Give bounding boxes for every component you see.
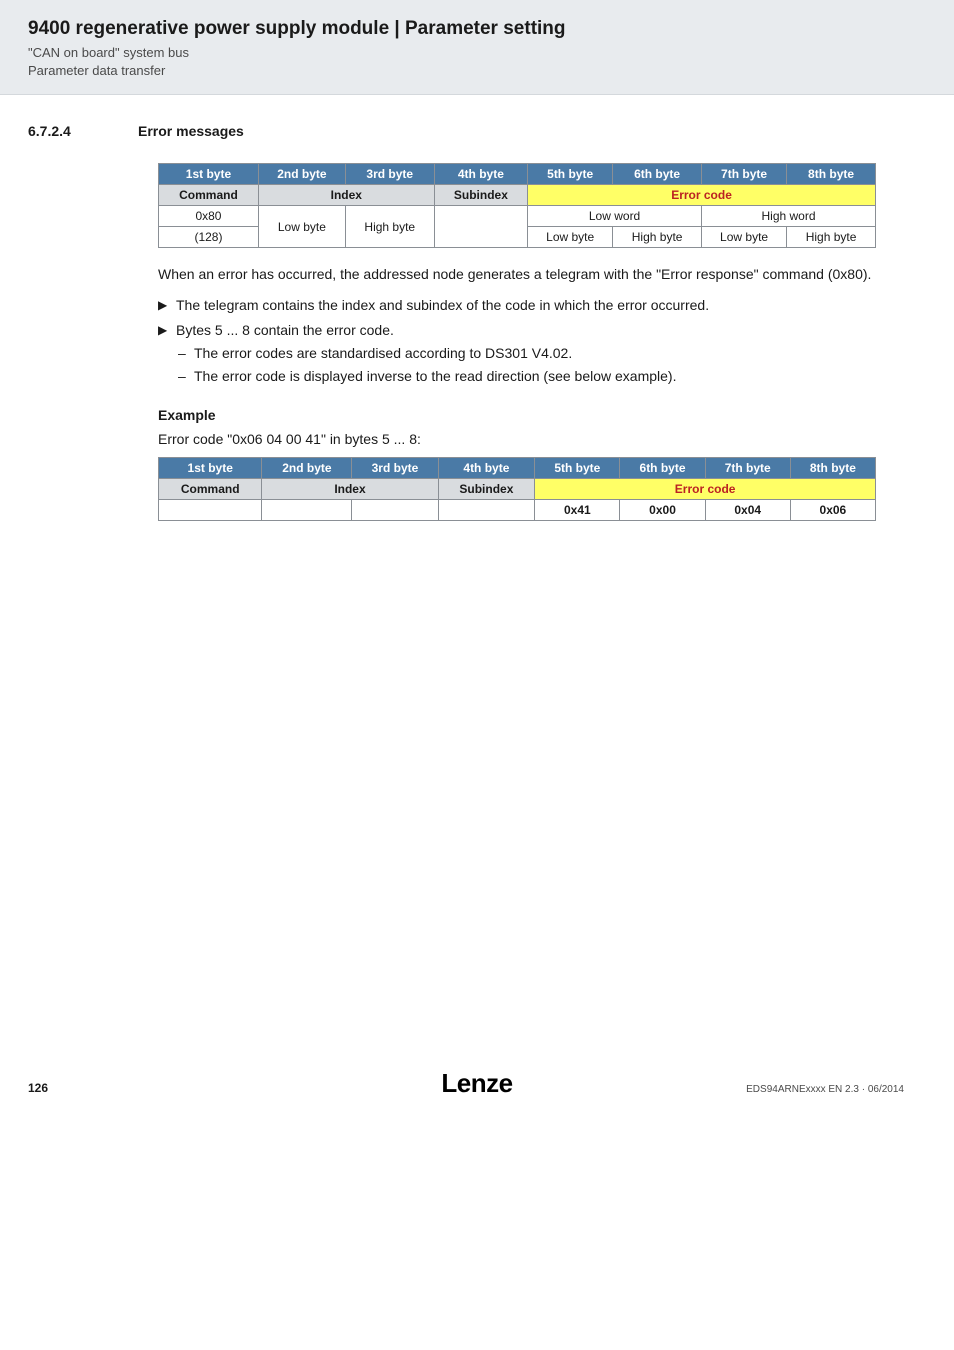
page-footer: 126 Lenze EDS94ARNExxxx EN 2.3 · 06/2014 bbox=[0, 1081, 954, 1117]
example-heading: Example bbox=[158, 407, 876, 423]
err-low-low: Low byte bbox=[528, 227, 613, 248]
label-command: Command bbox=[159, 185, 259, 206]
logo-text: Lenze bbox=[441, 1068, 512, 1098]
label-command: Command bbox=[159, 478, 262, 499]
col-head: 1st byte bbox=[159, 164, 259, 185]
low-word: Low word bbox=[528, 206, 702, 227]
col-head: 8th byte bbox=[790, 457, 875, 478]
col-head: 5th byte bbox=[535, 457, 620, 478]
subindex-blank bbox=[434, 206, 527, 248]
label-subindex: Subindex bbox=[438, 478, 535, 499]
page-header: 9400 regenerative power supply module | … bbox=[0, 0, 954, 95]
col-head: 2nd byte bbox=[262, 457, 352, 478]
index-low: Low byte bbox=[258, 206, 345, 248]
sub-bullet-item: The error code is displayed inverse to t… bbox=[176, 366, 876, 387]
col-head: 4th byte bbox=[438, 457, 535, 478]
index-high: High byte bbox=[345, 206, 434, 248]
val-subindex bbox=[438, 499, 535, 520]
table-label-row: Command Index Subindex Error code bbox=[159, 478, 876, 499]
table-label-row: Command Index Subindex Error code bbox=[159, 185, 876, 206]
val-cmd bbox=[159, 499, 262, 520]
doc-subtitle-2: Parameter data transfer bbox=[28, 62, 926, 80]
body-region: 1st byte 2nd byte 3rd byte 4th byte 5th … bbox=[158, 163, 876, 521]
bullet-text: Bytes 5 ... 8 contain the error code. bbox=[176, 322, 394, 338]
error-telegram-structure-table: 1st byte 2nd byte 3rd byte 4th byte 5th … bbox=[158, 163, 876, 248]
val-index-low bbox=[262, 499, 352, 520]
val-byte8: 0x06 bbox=[790, 499, 875, 520]
val-byte7: 0x04 bbox=[705, 499, 790, 520]
table-header-row: 1st byte 2nd byte 3rd byte 4th byte 5th … bbox=[159, 164, 876, 185]
section-title: Error messages bbox=[138, 123, 244, 139]
cmd-dec: (128) bbox=[159, 227, 259, 248]
section-heading-row: 6.7.2.4 Error messages bbox=[28, 123, 926, 139]
para-error-response: When an error has occurred, the addresse… bbox=[158, 264, 876, 284]
err-low-high: High byte bbox=[613, 227, 702, 248]
high-word: High word bbox=[702, 206, 876, 227]
col-head: 6th byte bbox=[613, 164, 702, 185]
brand-logo: Lenze bbox=[441, 1068, 512, 1099]
col-head: 8th byte bbox=[787, 164, 876, 185]
col-head: 6th byte bbox=[620, 457, 705, 478]
col-head: 3rd byte bbox=[345, 164, 434, 185]
label-error-code: Error code bbox=[528, 185, 876, 206]
section-number: 6.7.2.4 bbox=[28, 123, 98, 139]
example-line: Error code "0x06 04 00 41" in bytes 5 ..… bbox=[158, 429, 876, 449]
bullet-item: Bytes 5 ... 8 contain the error code. Th… bbox=[158, 320, 876, 387]
sub-bullet-list: The error codes are standardised accordi… bbox=[176, 343, 876, 387]
col-head: 4th byte bbox=[434, 164, 527, 185]
col-head: 2nd byte bbox=[258, 164, 345, 185]
err-high-low: Low byte bbox=[702, 227, 787, 248]
content-area: 6.7.2.4 Error messages 1st byte 2nd byte… bbox=[0, 95, 954, 561]
cmd-hex: 0x80 bbox=[159, 206, 259, 227]
val-byte5: 0x41 bbox=[535, 499, 620, 520]
col-head: 3rd byte bbox=[352, 457, 438, 478]
sub-bullet-item: The error codes are standardised accordi… bbox=[176, 343, 876, 364]
bullet-list: The telegram contains the index and subi… bbox=[158, 295, 876, 387]
table-row: 0x41 0x00 0x04 0x06 bbox=[159, 499, 876, 520]
doc-subtitle-1: "CAN on board" system bus bbox=[28, 44, 926, 62]
doc-id: EDS94ARNExxxx EN 2.3 · 06/2014 bbox=[746, 1084, 904, 1095]
label-index: Index bbox=[258, 185, 434, 206]
label-error-code: Error code bbox=[535, 478, 876, 499]
label-subindex: Subindex bbox=[434, 185, 527, 206]
val-index-high bbox=[352, 499, 438, 520]
col-head: 1st byte bbox=[159, 457, 262, 478]
error-code-example-table: 1st byte 2nd byte 3rd byte 4th byte 5th … bbox=[158, 457, 876, 521]
page-number: 126 bbox=[28, 1081, 48, 1095]
table-header-row: 1st byte 2nd byte 3rd byte 4th byte 5th … bbox=[159, 457, 876, 478]
col-head: 7th byte bbox=[705, 457, 790, 478]
bullet-item: The telegram contains the index and subi… bbox=[158, 295, 876, 316]
val-byte6: 0x00 bbox=[620, 499, 705, 520]
table-row: 0x80 Low byte High byte Low word High wo… bbox=[159, 206, 876, 227]
col-head: 7th byte bbox=[702, 164, 787, 185]
col-head: 5th byte bbox=[528, 164, 613, 185]
doc-title: 9400 regenerative power supply module | … bbox=[28, 18, 926, 40]
label-index: Index bbox=[262, 478, 438, 499]
err-high-high: High byte bbox=[787, 227, 876, 248]
